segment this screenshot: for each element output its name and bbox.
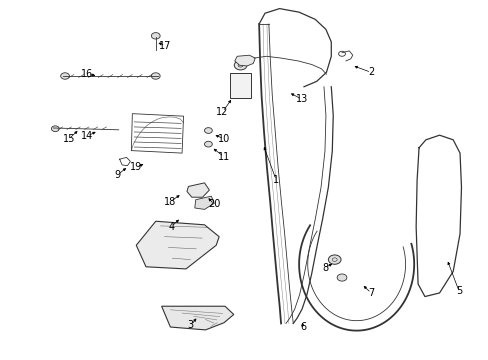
Circle shape: [336, 274, 346, 281]
Polygon shape: [161, 306, 233, 330]
Text: 1: 1: [273, 175, 279, 185]
Text: 17: 17: [159, 41, 171, 50]
Text: 5: 5: [455, 286, 461, 296]
Polygon shape: [136, 221, 219, 269]
Text: 2: 2: [367, 67, 374, 77]
Circle shape: [51, 126, 59, 132]
Circle shape: [204, 141, 212, 147]
Polygon shape: [186, 183, 209, 197]
Text: 12: 12: [216, 107, 228, 117]
Text: 6: 6: [299, 322, 305, 332]
Text: 15: 15: [62, 134, 75, 144]
Text: 10: 10: [218, 134, 230, 144]
Text: 19: 19: [130, 162, 142, 172]
Text: 13: 13: [295, 94, 307, 104]
Text: 8: 8: [321, 263, 327, 273]
Text: 3: 3: [187, 320, 194, 330]
Circle shape: [151, 73, 160, 79]
Text: 18: 18: [164, 197, 176, 207]
Polygon shape: [234, 55, 255, 66]
Polygon shape: [194, 196, 214, 210]
Text: 11: 11: [218, 152, 230, 162]
Text: 14: 14: [81, 131, 93, 141]
Text: 20: 20: [208, 199, 220, 210]
Circle shape: [234, 60, 246, 70]
Text: 4: 4: [168, 222, 174, 231]
Circle shape: [61, 73, 69, 79]
Circle shape: [204, 128, 212, 134]
Circle shape: [328, 255, 340, 264]
FancyBboxPatch shape: [229, 73, 251, 98]
Circle shape: [151, 33, 160, 39]
Text: 16: 16: [81, 69, 93, 79]
Text: 7: 7: [367, 288, 374, 298]
Text: 9: 9: [114, 170, 121, 180]
